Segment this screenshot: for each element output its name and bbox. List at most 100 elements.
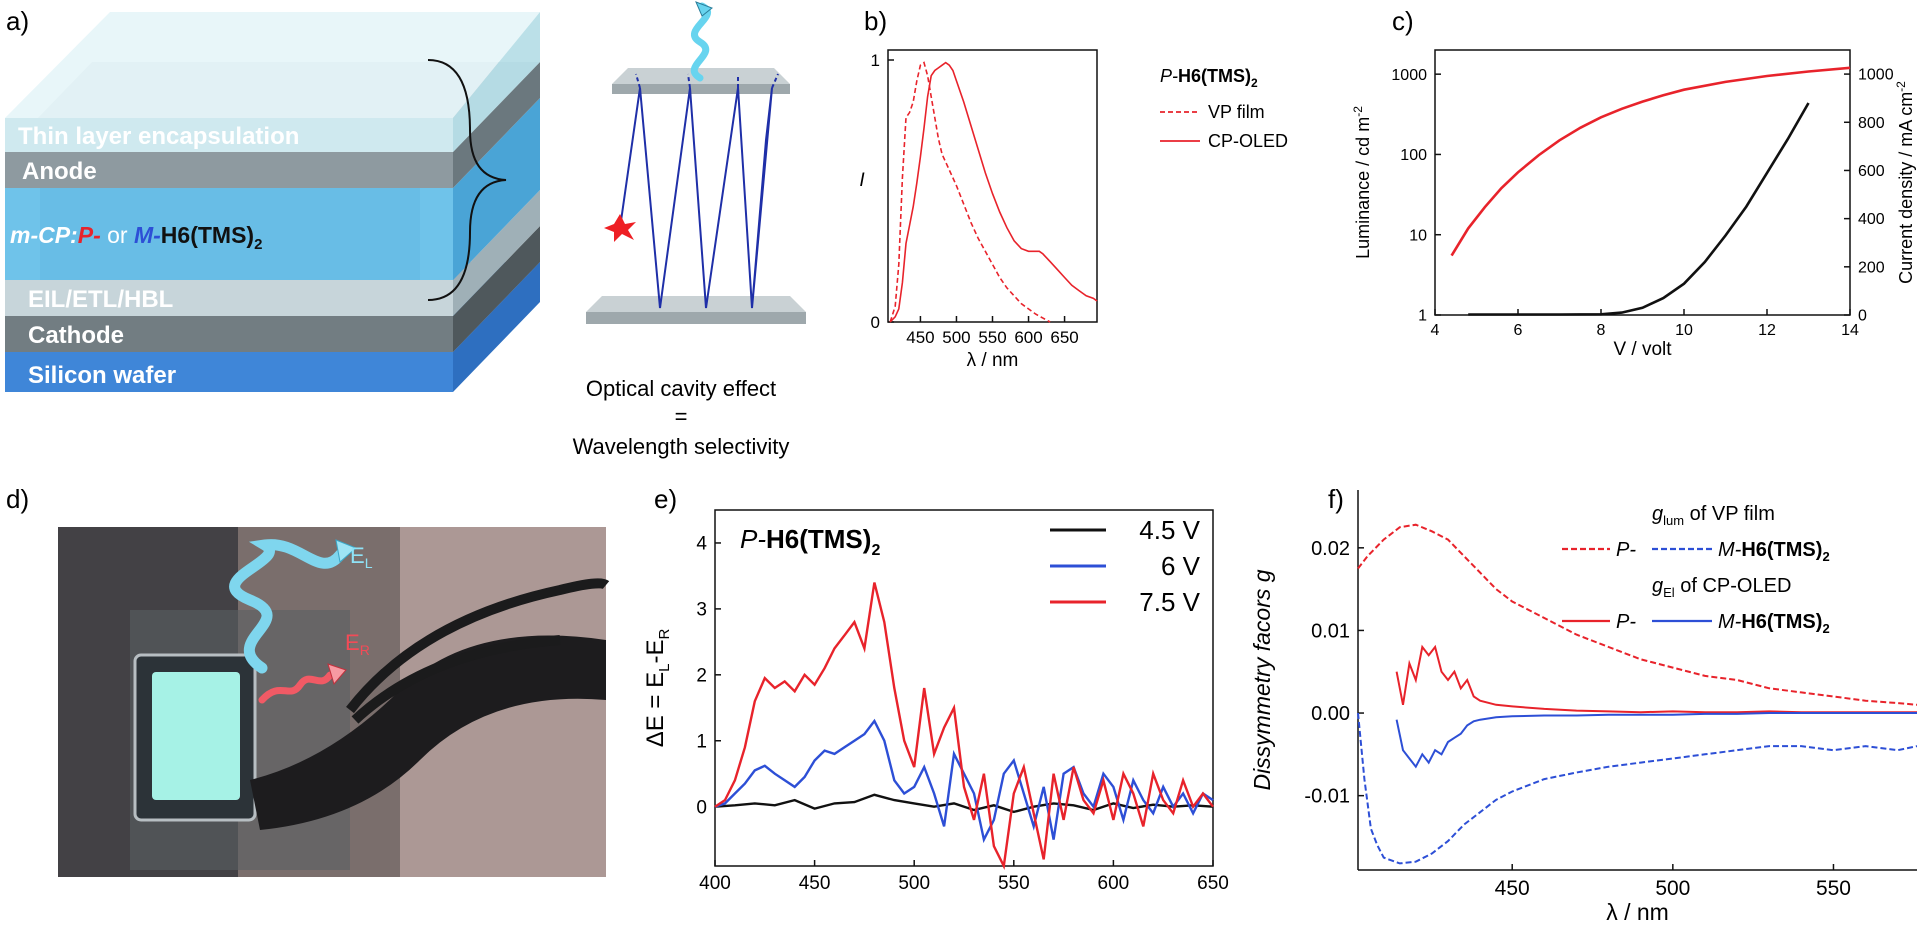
chart-b-xlabel: λ / nm (967, 350, 1019, 371)
el-arrowhead-icon (335, 539, 357, 563)
top-mirror (612, 84, 790, 94)
chart-c-yright-tick-label: 400 (1858, 211, 1885, 228)
chart-b-x-tick-label: 550 (978, 328, 1006, 347)
chart-e-title: P-H6(TMS)2 (740, 524, 880, 559)
chart-f-legend-m-1: M-H6(TMS)2 (1718, 611, 1830, 636)
panel-label-d: d) (6, 484, 29, 514)
chart-e-x-tick-label: 450 (799, 873, 831, 894)
panel-label-a: a) (6, 6, 29, 36)
cavity-caption-line2: = (675, 404, 688, 429)
layer-cathode-face (5, 316, 453, 352)
chart-e-legend-label-0: 4.5 V (1139, 515, 1200, 545)
chart-c-yleft-tick-label: 1 (1418, 308, 1427, 325)
panel-label-e: e) (654, 484, 677, 514)
layer-encapsulation-face (5, 118, 453, 152)
el-wave-icon (229, 539, 346, 674)
panel-label-f: f) (1328, 484, 1344, 514)
emitted-light-wave-icon (690, 2, 711, 82)
chart-f-x-tick-label: 450 (1495, 877, 1530, 900)
er-arrowhead-icon (327, 663, 347, 686)
probe-arm (250, 635, 606, 830)
chart-c-x-tick-label: 4 (1431, 322, 1440, 339)
chart-f-xlabel: λ / nm (1606, 899, 1669, 925)
chart-b-legend-title: P-H6(TMS)2 (1160, 66, 1258, 90)
chart-c-series-0 (1450, 66, 1851, 257)
layer-silicon-wafer-face (5, 352, 453, 392)
chart-f-legend-group2: gEl of CP-OLED (1652, 575, 1791, 600)
chart-c-yright-tick-label: 200 (1858, 259, 1885, 276)
chart-c-series-1 (1468, 102, 1810, 316)
layer-emitter: m-CP:P- or M-H6(TMS)2 (5, 98, 540, 280)
chart-f-y-tick-label: 0.00 (1311, 703, 1350, 725)
chart-f-legend-p-0: P- (1616, 539, 1636, 561)
layer-eil-face (5, 280, 453, 316)
device-photo: EL ER (58, 527, 610, 877)
chart-b-x-tick-label: 450 (906, 328, 934, 347)
tweezers-lower (351, 635, 561, 724)
cavity-ray-paths (619, 73, 779, 309)
chart-b-legend-label-1: CP-OLED (1208, 131, 1288, 151)
cavity-caption-line3: Wavelength selectivity (573, 434, 790, 459)
layer-emitter-face (5, 188, 453, 280)
chart-b-ylabel: I (859, 170, 865, 191)
chart-e-ylabel: ΔE = EL-ER (642, 629, 673, 748)
chart-c-yleft-tick-label: 1000 (1391, 67, 1427, 84)
chart-b-x-tick-label: 600 (1014, 328, 1042, 347)
layer-eil-label: EIL/ETL/HBL (28, 286, 173, 313)
layer-cathode-label: Cathode (28, 322, 124, 349)
chart-b-y-tick-label: 1 (871, 51, 880, 70)
chart-f-x-tick-label: 500 (1655, 877, 1690, 900)
chart-f-legend-m-0: M-H6(TMS)2 (1718, 539, 1830, 564)
chart-e-x-tick-label: 650 (1197, 873, 1229, 894)
chart-f-ylabel: Dissymmetry facors g (1249, 569, 1275, 790)
chart-e-x-tick-label: 550 (998, 873, 1030, 894)
chart-c-frame (1434, 49, 1851, 316)
cavity-caption-line1: Optical cavity effect (586, 376, 776, 401)
chart-c-x-tick-label: 8 (1597, 322, 1606, 339)
chart-f-y-tick-label: 0.01 (1311, 620, 1350, 642)
er-label: ER (345, 630, 370, 658)
chart-c-yright-tick-label: 1000 (1858, 67, 1894, 84)
panel-label-b: b) (864, 6, 887, 36)
chart-e-series-1 (714, 718, 1214, 844)
chart-c-yright-tick-label: 800 (1858, 115, 1885, 132)
chart-f-series-3 (1395, 712, 1917, 769)
chart-e-y-tick-label: 4 (696, 534, 707, 555)
chart-e-y-tick-label: 3 (696, 600, 707, 621)
layer-encapsulation-label: Thin layer encapsulation (18, 123, 299, 150)
chart-c-xlabel: V / volt (1613, 339, 1672, 360)
chart-e-y-tick-label: 1 (696, 731, 707, 752)
optical-cavity-diagram (586, 1, 806, 324)
glowing-pixel (152, 672, 240, 800)
layer-emitter-label: m-CP:P- or M-H6(TMS)2 (10, 222, 262, 253)
chart-c-x-tick-label: 10 (1675, 322, 1693, 339)
chart-e-y-tick-label: 0 (696, 797, 707, 818)
chart-b-x-tick-label: 650 (1050, 328, 1078, 347)
chart-b-x-tick-label: 500 (942, 328, 970, 347)
el-label: EL (350, 543, 373, 571)
chart-b-legend-label-0: VP film (1208, 102, 1265, 122)
er-wave-icon (258, 671, 334, 704)
chart-f-legend-p-1: P- (1616, 611, 1636, 633)
chart-b-series-1 (889, 61, 1098, 323)
chart-f-y-tick-label: -0.01 (1304, 786, 1350, 808)
chart-b-frame (887, 49, 1098, 323)
chart-e-series-2 (714, 582, 1214, 871)
chart-e-y-tick-label: 2 (696, 665, 707, 686)
chart-e-x-tick-label: 600 (1098, 873, 1130, 894)
layer-cathode: Cathode (5, 226, 540, 352)
chart-c-ylabel-left: Luminance / cd m-2 (1351, 106, 1373, 259)
layer-encapsulation: Thin layer encapsulation (5, 12, 540, 152)
chart-c-x-tick-label: 14 (1841, 322, 1859, 339)
chart-c-x-tick-label: 6 (1514, 322, 1523, 339)
chart-f-series-2 (1395, 644, 1917, 714)
chart-b-series-0 (889, 61, 1051, 323)
layer-silicon-wafer-label: Silicon wafer (28, 362, 176, 389)
layer-anode-face (5, 152, 453, 188)
chart-f-series-1 (1357, 712, 1917, 865)
light-arrowhead-icon (695, 1, 713, 17)
chart-c-yleft-tick-label: 10 (1409, 227, 1427, 244)
chart-b: 450 500 550 600 650 0 1 λ / nm I P-H6(TMS)2 VP fil… (859, 49, 1288, 371)
chart-c-yright-tick-label: 0 (1858, 308, 1867, 325)
